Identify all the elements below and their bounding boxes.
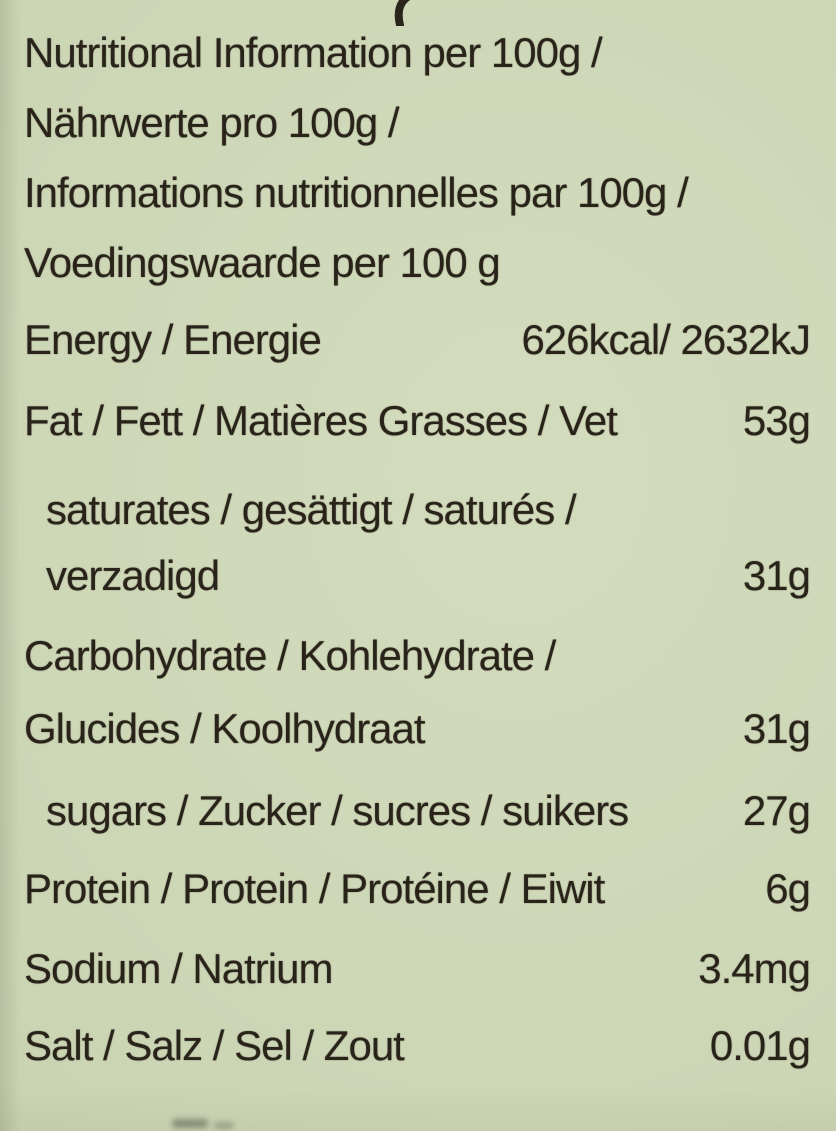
nutrient-row: Carbohydrate / Kohlehydrate / — [24, 621, 810, 691]
cropped-glyph-top — [390, 0, 416, 31]
header-line-german: Nährwerte pro 100g / — [24, 99, 400, 146]
nutrient-name: Fat / Fett / Matières Grasses / Vet — [24, 397, 618, 444]
nutrient-row: Glucides / Koolhydraat 31g — [24, 694, 811, 764]
nutrient-name: Carbohydrate / Kohlehydrate / — [24, 632, 556, 679]
nutrient-value: 3.4mg — [698, 945, 811, 992]
nutrient-value: 6g — [765, 865, 811, 912]
header-line-english: Nutritional Information per 100g / — [24, 29, 603, 76]
nutrient-value: 31g — [742, 705, 811, 752]
nutrient-value: 0.01g — [709, 1022, 811, 1069]
cropped-print-bottom — [172, 1119, 208, 1128]
nutrient-row: Energy / Energie 626kcal/ 2632kJ — [24, 305, 811, 375]
nutrient-row: Salt / Salz / Sel / Zout 0.01g — [24, 1011, 811, 1081]
nutrient-name: Energy / Energie — [24, 316, 322, 363]
nutrient-rows: Energy / Energie 626kcal/ 2632kJ Fat / F… — [24, 305, 811, 1081]
nutrient-row: Sodium / Natrium 3.4mg — [24, 934, 811, 1004]
nutrient-row: saturates / gesättigt / saturés / — [24, 475, 810, 545]
nutrient-name: Protein / Protein / Protéine / Eiwit — [24, 865, 605, 912]
nutrient-row: Fat / Fett / Matières Grasses / Vet 53g — [24, 386, 811, 456]
header-line-dutch: Voedingswaarde per 100 g — [24, 239, 501, 286]
nutrient-value: 27g — [742, 787, 811, 834]
nutrient-value: 53g — [742, 397, 811, 444]
nutrient-name: Glucides / Koolhydraat — [24, 705, 426, 752]
label-header: Nutritional Information per 100g / Nährw… — [24, 18, 810, 298]
nutrient-value: 626kcal/ 2632kJ — [521, 316, 811, 363]
nutrient-name: saturates / gesättigt / saturés / — [46, 486, 577, 533]
nutrient-row: verzadigd 31g — [24, 541, 811, 611]
nutrient-row: Protein / Protein / Protéine / Eiwit 6g — [24, 854, 811, 924]
nutrient-name: Sodium / Natrium — [24, 945, 333, 992]
nutrient-name: sugars / Zucker / sucres / suikers — [46, 787, 629, 834]
nutrient-name: Salt / Salz / Sel / Zout — [24, 1022, 405, 1069]
nutrient-name: verzadigd — [46, 552, 220, 599]
cropped-print-bottom-2 — [214, 1122, 234, 1129]
header-line-french: Informations nutritionnelles par 100g / — [24, 169, 689, 216]
nutrient-row: sugars / Zucker / sucres / suikers 27g — [24, 776, 811, 846]
nutrient-value: 31g — [742, 552, 811, 599]
